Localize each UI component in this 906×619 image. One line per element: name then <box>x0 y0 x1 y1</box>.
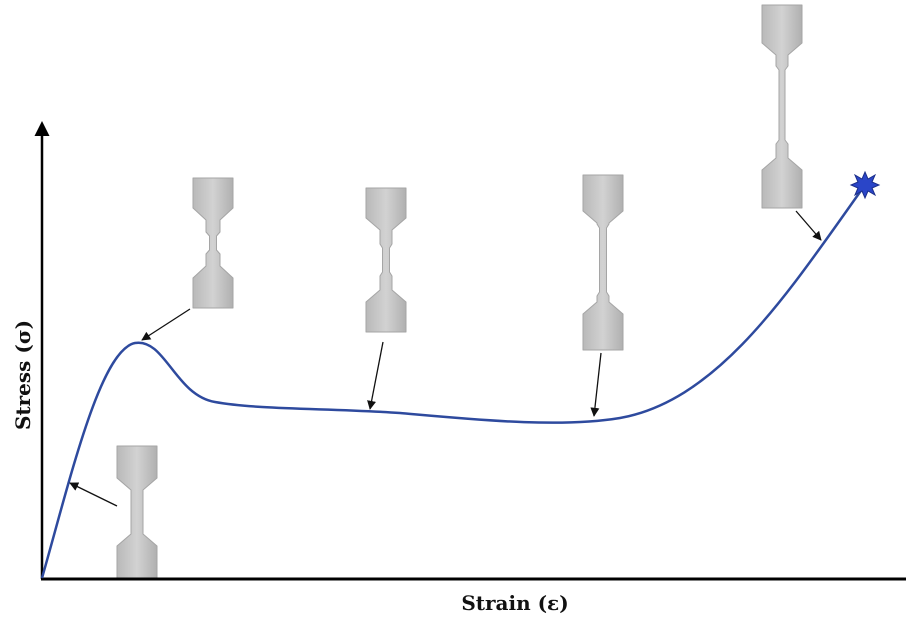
arrow <box>594 353 601 416</box>
arrow <box>370 342 383 409</box>
y-axis-label: Stress (σ) <box>11 320 35 430</box>
page: Strain (ε) Stress (σ) (() => { const dat… <box>0 0 906 619</box>
arrow <box>796 211 821 240</box>
x-axis-label: Strain (ε) <box>461 591 568 615</box>
diagram: Strain (ε) Stress (σ) <box>0 0 906 619</box>
arrows <box>70 211 821 506</box>
specimen <box>117 446 157 578</box>
specimen <box>366 188 406 332</box>
arrow <box>142 309 190 340</box>
specimen <box>762 5 802 208</box>
stress-strain-curve <box>42 185 865 578</box>
specimen <box>193 178 233 308</box>
fracture-point <box>851 172 879 198</box>
arrow <box>70 483 117 506</box>
specimens <box>117 5 802 578</box>
specimen <box>583 175 623 350</box>
